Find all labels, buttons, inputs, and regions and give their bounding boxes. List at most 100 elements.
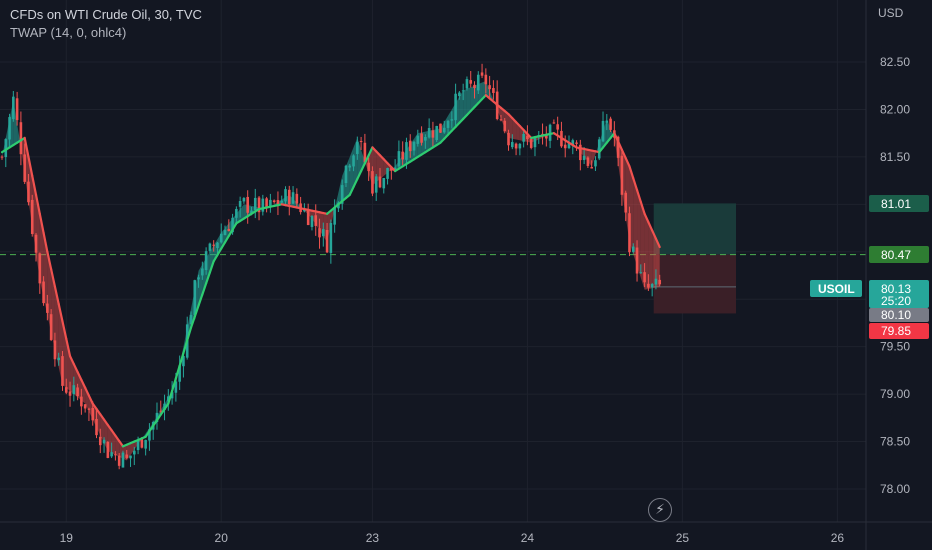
last-price-tag [869, 280, 929, 308]
lightning-icon[interactable]: ⚡︎ [648, 498, 672, 522]
candle [442, 120, 446, 134]
twap-segment [87, 394, 94, 405]
twap-segment [61, 320, 68, 340]
target-zone[interactable] [653, 203, 736, 255]
twap-fill-segment [463, 88, 467, 119]
time-axis[interactable]: 19 20 23 24 25 26 [60, 531, 845, 545]
twap-segment [651, 229, 658, 240]
candle [53, 332, 57, 367]
twap-fill-segment [640, 201, 645, 290]
twap-segment [159, 408, 166, 416]
candle [95, 408, 98, 439]
candle [397, 140, 401, 170]
candle [314, 204, 318, 236]
indicator-title[interactable]: TWAP (14, 0, ohlc4) [10, 25, 127, 40]
symbol-title[interactable]: CFDs on WTI Crude Oil, 30, TVC [10, 7, 202, 22]
candle [23, 143, 26, 185]
candle [133, 446, 136, 466]
twap-segment [613, 132, 620, 143]
twap-segment [212, 253, 219, 263]
candle [15, 91, 19, 126]
candle [144, 439, 147, 456]
candle [284, 186, 287, 205]
candle [552, 119, 556, 124]
candle [219, 223, 223, 244]
candle [628, 206, 631, 257]
twap-segment [31, 174, 38, 196]
candle [560, 121, 563, 148]
twap-segment [167, 389, 174, 405]
candle [620, 148, 624, 206]
twap-line[interactable] [0, 94, 661, 448]
twap-segment [27, 155, 34, 177]
twap-fill-segment [655, 238, 660, 288]
candle [601, 111, 605, 143]
twap-segment [174, 364, 181, 380]
candle [223, 225, 227, 236]
candle [4, 138, 8, 168]
candle [272, 199, 276, 204]
candle [348, 163, 352, 172]
candle [529, 138, 533, 150]
candle [117, 453, 121, 470]
candle [514, 142, 518, 156]
candle [609, 116, 612, 133]
twap-fill-segment [459, 90, 464, 123]
candle [42, 276, 45, 306]
candle [378, 167, 382, 189]
twap-segment [639, 200, 646, 215]
candle [473, 81, 476, 99]
candle [148, 423, 151, 451]
twap-fill-segment [591, 150, 596, 167]
candle [227, 219, 231, 232]
candle [393, 159, 397, 171]
price-axis[interactable]: 82.5082.0081.5081.0080.5080.0079.5079.00… [880, 55, 910, 496]
candle [439, 123, 442, 133]
twap-segment [654, 237, 661, 249]
twap-segment [65, 337, 72, 358]
stop-zone[interactable] [653, 254, 736, 314]
stop-price-tag [869, 323, 929, 339]
candle [238, 196, 242, 218]
candle [624, 190, 627, 222]
candle [98, 428, 102, 454]
chart-legend: CFDs on WTI Crude Oil, 30, TVC TWAP (14,… [10, 6, 202, 42]
candle [34, 233, 38, 262]
candle [363, 133, 367, 166]
position-zones [0, 203, 866, 314]
twap-fill-segment [466, 87, 471, 115]
candle [469, 71, 473, 88]
twap-segment [189, 315, 196, 329]
candle [242, 197, 246, 204]
chart-grid [0, 0, 866, 522]
twap-segment [205, 271, 211, 285]
candle [371, 166, 374, 197]
candle [212, 240, 215, 252]
twap-segment [352, 177, 359, 189]
twap-segment [84, 386, 91, 397]
candle [306, 203, 310, 226]
candle [427, 118, 431, 139]
candle [518, 142, 522, 156]
target-price-text: 81.01 [881, 197, 911, 211]
candle [639, 264, 643, 274]
candle [318, 218, 321, 249]
twap-segment [363, 154, 370, 165]
twap-segment [155, 413, 162, 422]
candle [299, 196, 302, 215]
price-tick-label: 82.50 [880, 55, 910, 69]
candle [522, 129, 525, 148]
candle [280, 195, 284, 204]
candle [654, 269, 658, 290]
price-tick-label: 82.00 [880, 102, 910, 116]
candle [390, 167, 393, 180]
twap-segment [57, 302, 64, 323]
candle [480, 63, 484, 79]
candle [476, 71, 480, 95]
candle [114, 451, 117, 461]
price-tick-label: 78.50 [880, 435, 910, 449]
candle [102, 437, 106, 453]
price-tags: 81.01 80.47 USOIL 80.13 25:20 80.10 79.8… [810, 195, 929, 339]
twap-segment [628, 165, 635, 180]
